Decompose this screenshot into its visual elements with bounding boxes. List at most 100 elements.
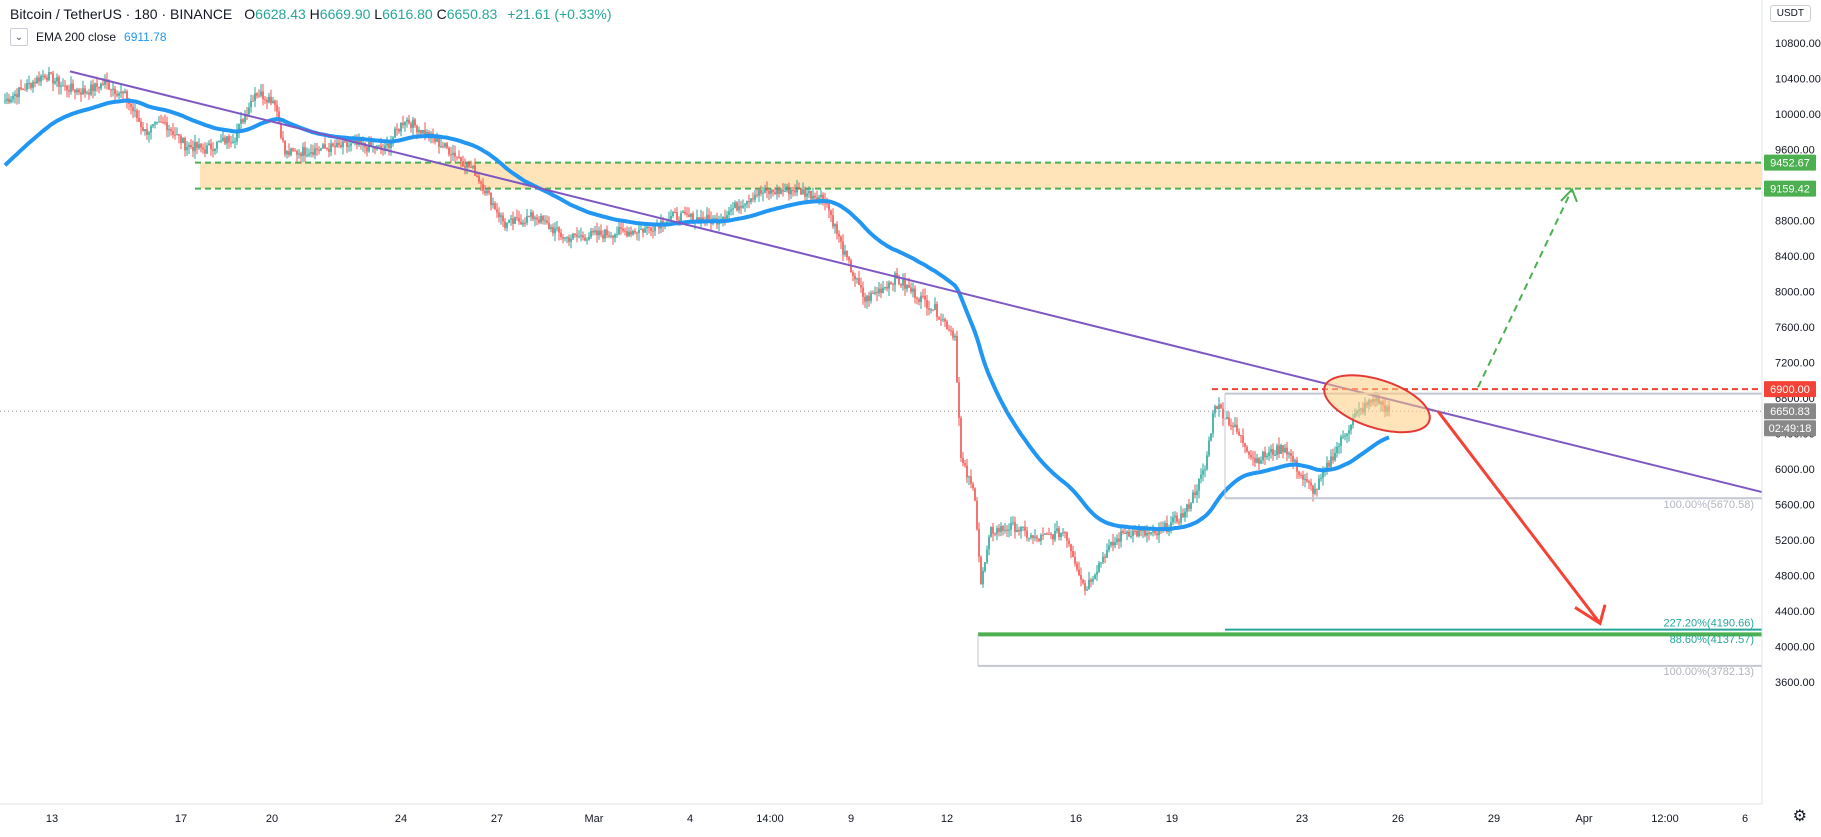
- candle-body: [168, 129, 170, 131]
- candle-body: [1018, 529, 1020, 532]
- candle-body: [748, 201, 750, 203]
- candle-body: [942, 319, 944, 321]
- candle-body: [490, 192, 492, 206]
- candle-body: [1144, 529, 1146, 536]
- candle-body: [552, 226, 554, 234]
- candle-body: [828, 204, 830, 211]
- candle-body: [1300, 475, 1302, 477]
- close-value: 6650.83: [446, 6, 498, 22]
- candle-body: [1078, 569, 1080, 576]
- candle-body: [992, 526, 994, 534]
- candle-body: [72, 83, 74, 90]
- candle-body: [1068, 540, 1070, 545]
- candle-body: [1002, 526, 1004, 531]
- candle-body: [32, 82, 34, 88]
- candle-body: [1226, 417, 1228, 419]
- candle-body: [468, 162, 470, 167]
- breakout-ellipse: [1323, 374, 1431, 434]
- candle-body: [4, 100, 6, 102]
- collapse-legend-button[interactable]: ⌄: [10, 28, 28, 46]
- candle-body: [686, 213, 688, 215]
- candle-body: [116, 93, 118, 96]
- candle-body: [1310, 482, 1312, 486]
- candle-body: [58, 77, 60, 87]
- candle-body: [148, 132, 150, 135]
- price-tag-label: 6650.83: [1770, 406, 1810, 418]
- candle-body: [298, 153, 300, 155]
- candle-body: [424, 130, 426, 137]
- candle-body: [136, 110, 138, 119]
- candle-body: [170, 129, 172, 132]
- candle-body: [784, 190, 786, 192]
- price-tick-label: 4000.00: [1775, 642, 1815, 654]
- candle-body: [1220, 404, 1222, 409]
- candle-body: [88, 92, 90, 95]
- candle-body: [1052, 534, 1054, 540]
- candle-body: [608, 235, 610, 237]
- candle-body: [550, 226, 552, 229]
- candle-body: [408, 119, 410, 124]
- candle-body: [1228, 417, 1230, 426]
- candle-body: [266, 99, 268, 103]
- candle-body: [892, 283, 894, 285]
- candle-body: [1196, 490, 1198, 496]
- candle-body: [208, 143, 210, 146]
- candle-body: [1120, 531, 1122, 542]
- currency-button[interactable]: USDT: [1769, 5, 1811, 22]
- candle-body: [928, 308, 930, 310]
- candle-body: [1102, 556, 1104, 563]
- candle-body: [1076, 563, 1078, 570]
- candle-body: [1098, 563, 1100, 572]
- candle-body: [848, 257, 850, 261]
- candle-body: [760, 190, 762, 194]
- candle-body: [630, 231, 632, 235]
- candle-body: [34, 82, 36, 84]
- candle-body: [852, 272, 854, 276]
- candle-body: [122, 91, 124, 94]
- candle-body: [1298, 471, 1300, 476]
- candle-body: [1170, 522, 1172, 530]
- candle-body: [1178, 521, 1180, 523]
- candle-body: [1236, 424, 1238, 432]
- candle-body: [166, 122, 168, 131]
- candle-body: [64, 85, 66, 87]
- symbol-title[interactable]: Bitcoin / TetherUS · 180 · BINANCE: [10, 6, 233, 22]
- candle-body: [256, 93, 258, 96]
- candle-body: [254, 93, 256, 101]
- candle-body: [44, 75, 46, 78]
- candle-body: [74, 89, 76, 93]
- candle-body: [104, 80, 106, 85]
- candle-body: [258, 95, 260, 97]
- settings-gear-icon[interactable]: ⚙: [1792, 808, 1807, 825]
- candle-body: [580, 235, 582, 237]
- candle-body: [1008, 529, 1010, 531]
- candle-body: [78, 89, 80, 93]
- candle-body: [532, 212, 534, 220]
- candle-body: [886, 286, 888, 289]
- candle-body: [1282, 445, 1284, 453]
- candle-body: [506, 222, 508, 228]
- candle-body: [286, 151, 288, 155]
- candle-body: [272, 100, 274, 104]
- candle-body: [338, 142, 340, 145]
- time-tick-label: 27: [491, 813, 503, 825]
- candle-body: [1122, 531, 1124, 534]
- candle-body: [108, 82, 110, 90]
- candle-body: [834, 224, 836, 227]
- candle-body: [360, 140, 362, 145]
- candle-body: [384, 145, 386, 150]
- candle-body: [274, 100, 276, 105]
- candle-body: [220, 140, 222, 142]
- candle-body: [1304, 479, 1306, 481]
- ema-label[interactable]: EMA 200 close: [36, 30, 117, 44]
- candle-body: [202, 147, 204, 150]
- price-tick-label: 8800.00: [1775, 216, 1815, 228]
- price-tag-box: [1764, 154, 1816, 171]
- candle-body: [1254, 458, 1256, 463]
- low-label: L: [374, 6, 383, 22]
- candle-body: [86, 92, 88, 94]
- candle-body: [956, 335, 958, 383]
- candle-body: [776, 188, 778, 195]
